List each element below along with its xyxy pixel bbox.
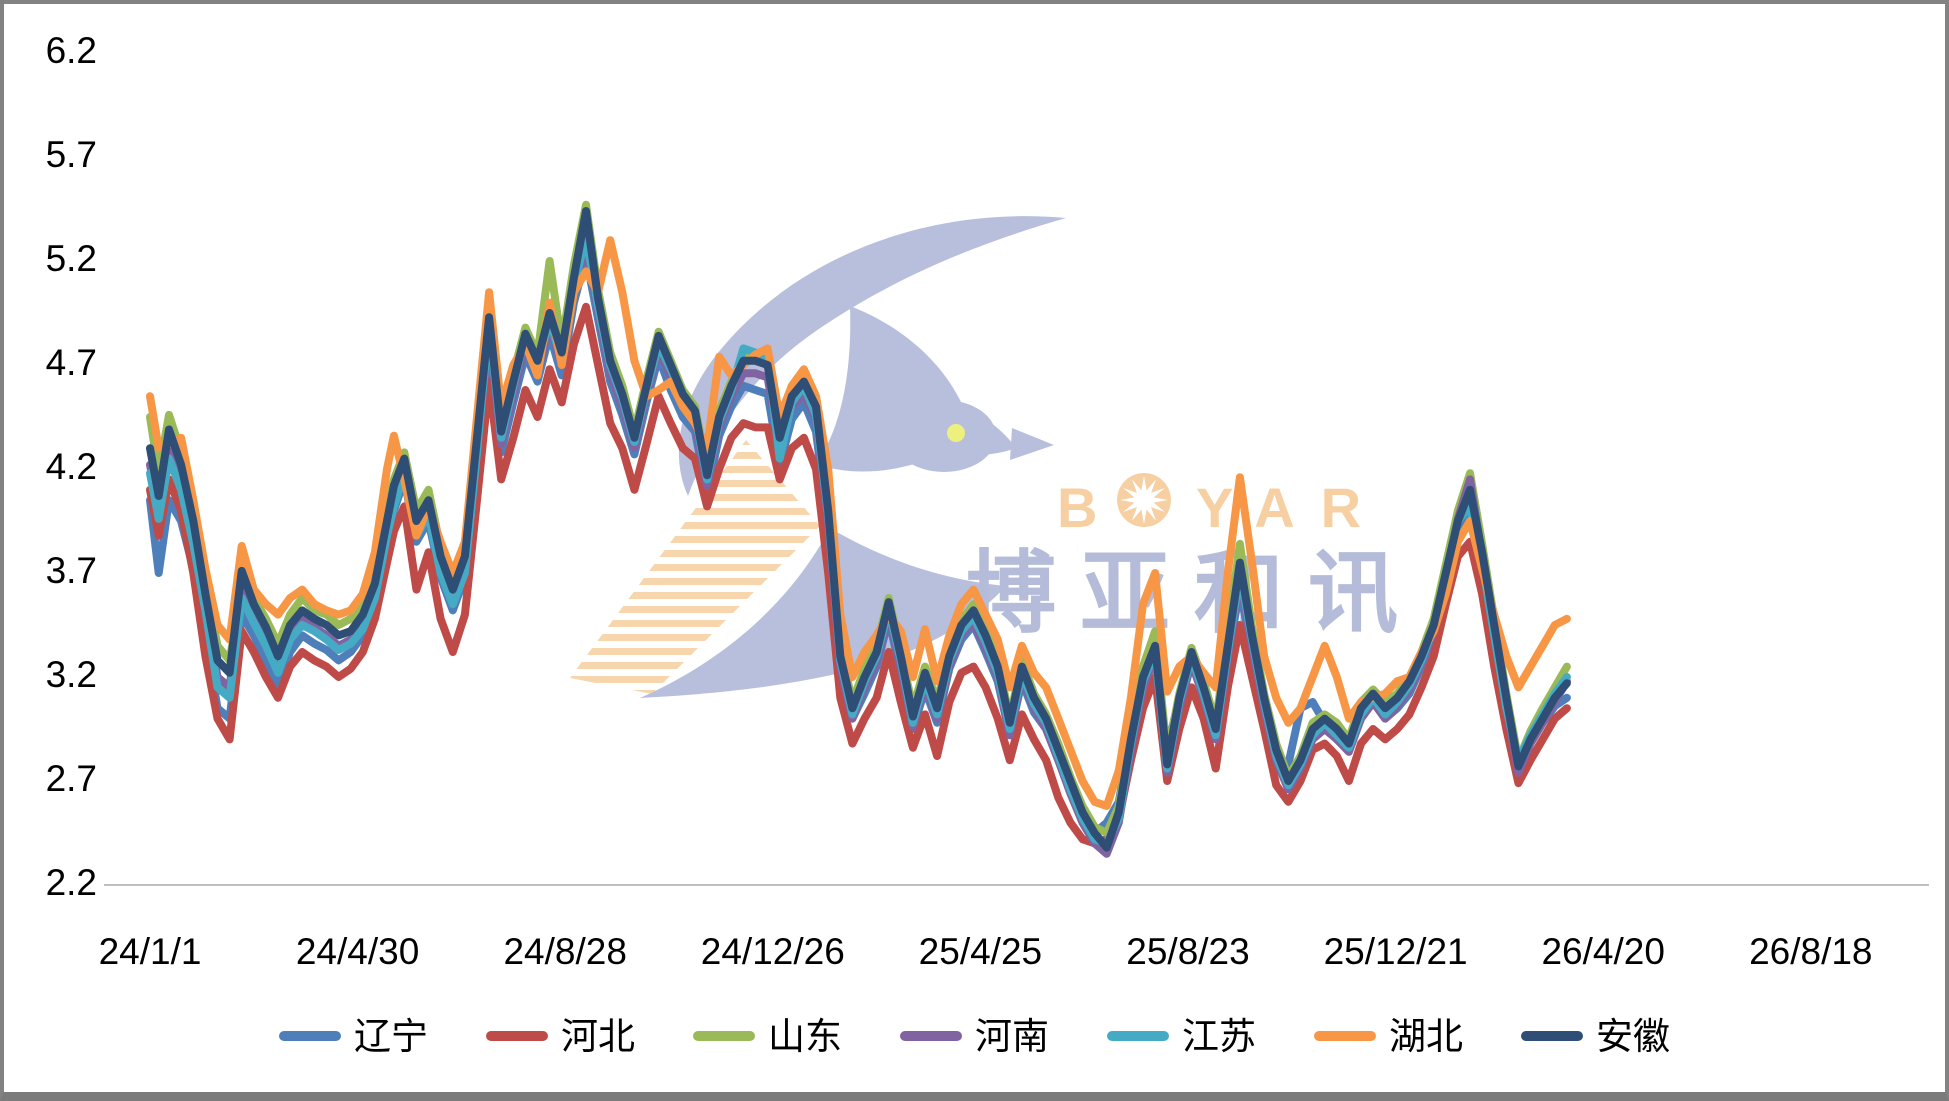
legend-item-liaoning: 辽宁 — [279, 1018, 428, 1055]
legend-label-shandong: 山东 — [768, 1015, 842, 1057]
legend-swatch-anhui — [1521, 1031, 1583, 1041]
x-axis-tick-label: 24/12/26 — [701, 931, 845, 972]
y-axis-tick-label: 3.7 — [46, 550, 97, 591]
legend-swatch-jiangsu — [1107, 1031, 1169, 1041]
x-axis-tick-label: 26/4/20 — [1541, 931, 1664, 972]
dove-logo-icon — [640, 216, 1066, 698]
legend-label-hubei: 湖北 — [1389, 1015, 1463, 1057]
series-lines — [146, 200, 1571, 858]
y-axis-tick-label: 2.2 — [46, 862, 97, 903]
series-line-hubei — [146, 236, 1571, 810]
sunburst-icon — [1120, 476, 1168, 524]
y-axis-tick-label: 3.2 — [46, 654, 97, 695]
legend-swatch-shandong — [693, 1031, 755, 1041]
boyar-watermark: B YAR 博亚和讯 — [570, 216, 1422, 698]
legend-item-hubei: 湖北 — [1314, 1018, 1463, 1055]
x-axis-tick-label: 24/8/28 — [503, 931, 626, 972]
legend-label-henan: 河南 — [975, 1015, 1049, 1057]
y-axis-labels: 6.2 5.7 5.2 4.7 4.2 3.7 3.2 2.7 2.2 — [46, 30, 97, 903]
x-axis-tick-label: 24/4/30 — [296, 931, 419, 972]
legend-swatch-hubei — [1314, 1031, 1376, 1041]
legend-swatch-henan — [900, 1031, 962, 1041]
x-axis-tick-label: 26/8/18 — [1749, 931, 1872, 972]
y-axis-tick-label: 6.2 — [46, 30, 97, 71]
dove-eye-icon — [947, 424, 965, 442]
legend-item-hebei: 河北 — [486, 1018, 635, 1055]
x-axis-tick-label: 25/12/21 — [1324, 931, 1468, 972]
legend-swatch-hebei — [486, 1031, 548, 1041]
legend-item-henan: 河南 — [900, 1018, 1049, 1055]
legend-label-anhui: 安徽 — [1596, 1015, 1670, 1057]
watermark-cjk-text: 博亚和讯 — [966, 544, 1422, 644]
x-axis-tick-label: 25/4/25 — [919, 931, 1042, 972]
legend: 辽宁 河北 山东 河南 江苏 湖北 安徽 — [4, 1006, 1945, 1066]
y-axis-tick-label: 5.7 — [46, 134, 97, 175]
legend-item-anhui: 安徽 — [1521, 1018, 1670, 1055]
y-axis-tick-label: 5.2 — [46, 238, 97, 279]
striped-triangle-decoration — [570, 440, 820, 694]
x-axis-labels: 24/1/1 24/4/30 24/8/28 24/12/26 25/4/25 25/8/… — [99, 931, 1873, 972]
legend-label-jiangsu: 江苏 — [1182, 1015, 1256, 1057]
watermark-boyar-text-yar: YAR — [1196, 476, 1387, 539]
series-line-anhui — [146, 207, 1571, 852]
legend-item-jiangsu: 江苏 — [1107, 1018, 1256, 1055]
y-axis-tick-label: 4.2 — [46, 446, 97, 487]
legend-item-shandong: 山东 — [693, 1018, 842, 1055]
legend-swatch-liaoning — [279, 1031, 341, 1041]
legend-label-liaoning: 辽宁 — [354, 1015, 428, 1057]
price-line-chart: B YAR 博亚和讯 6.2 5.7 5.2 4.7 4.2 3.7 3.2 2.7 2.2 2… — [46, 30, 1929, 972]
x-axis-tick-label: 24/1/1 — [99, 931, 202, 972]
legend-label-hebei: 河北 — [561, 1015, 635, 1057]
y-axis-tick-label: 2.7 — [46, 758, 97, 799]
y-axis-tick-label: 4.7 — [46, 342, 97, 383]
x-axis-tick-label: 25/8/23 — [1126, 931, 1249, 972]
watermark-boyar-text-b: B — [1057, 476, 1097, 539]
series-line-hebei — [146, 302, 1571, 848]
